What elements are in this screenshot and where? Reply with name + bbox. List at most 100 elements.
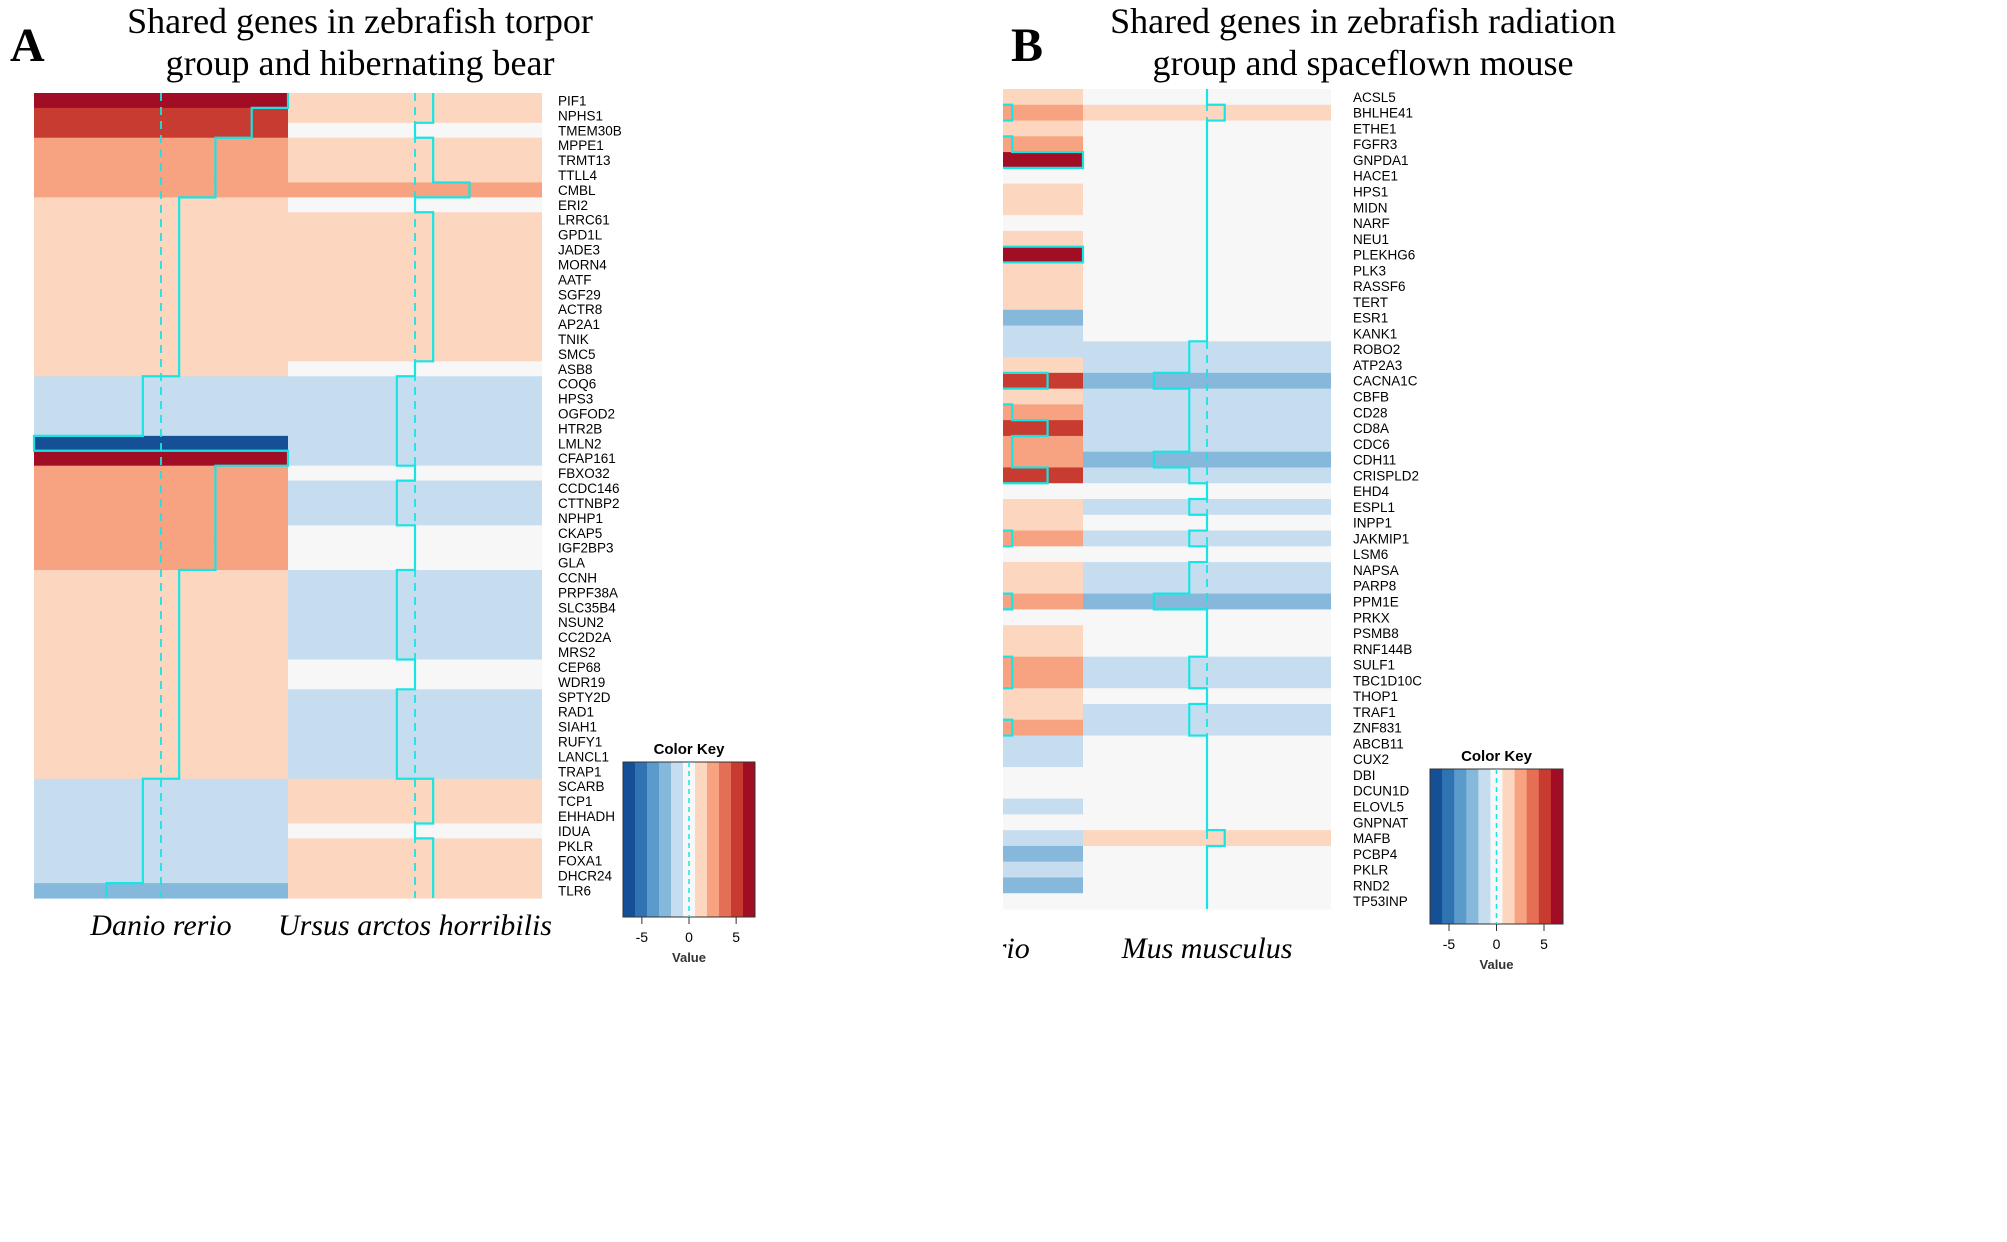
gene-label: JADE3 — [558, 243, 600, 258]
gene-label: HACE1 — [1353, 169, 1398, 184]
gene-label: GNPDA1 — [1353, 153, 1409, 168]
gene-label: CTTNBP2 — [558, 496, 620, 511]
heat-cell — [288, 883, 542, 899]
gene-label: JAKMIP1 — [1353, 531, 1409, 546]
heatmap-b: ACSL5BHLHE41ETHE1FGFR3GNPDA1HACE1HPS1MID… — [1003, 89, 1564, 972]
gene-label: ATP2A3 — [1353, 358, 1402, 373]
color-key-swatch — [1502, 769, 1516, 924]
heat-cell — [34, 570, 288, 586]
gene-label: INPP1 — [1353, 516, 1392, 531]
heat-cell — [1083, 467, 1331, 484]
heat-cell — [1003, 751, 1083, 768]
gene-label: BHLHE41 — [1353, 106, 1413, 121]
color-key-swatch — [719, 762, 732, 917]
panel-a-title-line2: group and hibernating bear — [165, 43, 555, 83]
gene-label: CMBL — [558, 183, 596, 198]
gene-label: SIAH1 — [558, 720, 597, 735]
heat-cell — [1003, 704, 1083, 721]
gene-label: ACSL5 — [1353, 90, 1396, 105]
heat-cell — [1003, 861, 1083, 879]
heat-cell — [1003, 435, 1083, 453]
gene-label: ETHE1 — [1353, 121, 1397, 136]
color-key-swatch — [1430, 769, 1443, 924]
gene-label: RND2 — [1353, 878, 1390, 893]
heat-cell — [1003, 246, 1083, 264]
gene-label: CD8A — [1353, 421, 1389, 436]
heat-cell — [1003, 309, 1083, 327]
gene-label: PCBP4 — [1353, 847, 1398, 862]
gene-label: PSMB8 — [1353, 626, 1399, 641]
heat-cell — [34, 629, 288, 646]
heat-cell — [1003, 798, 1083, 815]
heat-cell — [1083, 357, 1331, 374]
heat-cell — [1083, 593, 1331, 610]
gene-label: PARP8 — [1353, 579, 1396, 594]
gene-label: CCDC146 — [558, 481, 620, 496]
gene-label: CFAP161 — [558, 451, 616, 466]
gene-label: PPM1E — [1353, 595, 1399, 610]
heat-cell — [1003, 625, 1083, 642]
value-trace-line — [395, 93, 471, 898]
panel-a: A Shared genes in zebrafish torpor group… — [0, 0, 1003, 1242]
gene-label: SMC5 — [558, 347, 596, 362]
heat-cell — [34, 167, 288, 184]
gene-label: CRISPLD2 — [1353, 468, 1419, 483]
gene-label: TMEM30B — [558, 123, 622, 138]
heat-cell — [288, 644, 542, 661]
heat-cell — [1083, 719, 1331, 737]
gene-label: SULF1 — [1353, 658, 1395, 673]
heat-cell — [34, 122, 288, 139]
value-trace-line — [1152, 89, 1226, 909]
heat-cell — [1003, 341, 1083, 358]
gene-label: MRS2 — [558, 645, 596, 660]
heat-cell — [34, 420, 288, 437]
color-key-swatch — [659, 762, 672, 917]
gene-label: CC2D2A — [558, 630, 611, 645]
gene-label: EHHADH — [558, 809, 615, 824]
color-key-tick-label: 0 — [685, 929, 693, 945]
heat-cell — [1083, 104, 1331, 122]
gene-label: CUX2 — [1353, 752, 1389, 767]
heat-cell — [1003, 230, 1083, 248]
panel-label-a: A — [10, 19, 45, 72]
gene-label: FGFR3 — [1353, 137, 1397, 152]
gene-label: NEU1 — [1353, 232, 1389, 247]
heat-cell — [1003, 814, 1083, 831]
gene-label: SLC35B4 — [558, 600, 616, 615]
gene-label: ABCB11 — [1353, 736, 1404, 751]
color-key-swatch — [683, 762, 696, 917]
heat-cell — [1003, 609, 1083, 626]
gene-label: TERT — [1353, 295, 1388, 310]
heat-cell — [288, 614, 542, 631]
color-key-xlabel: Value — [672, 950, 706, 965]
heat-cell — [288, 406, 542, 422]
panel-b-title-line2: group and spaceflown mouse — [1152, 43, 1574, 83]
gene-label: CDC6 — [1353, 437, 1390, 452]
gene-label: TP53INP — [1353, 894, 1408, 909]
gene-label: ZNF831 — [1353, 721, 1402, 736]
gene-label: ACTR8 — [558, 302, 602, 317]
heat-cell — [34, 838, 288, 854]
heat-cell — [1003, 546, 1083, 563]
gene-label: HPS3 — [558, 392, 593, 407]
heat-cell — [1003, 199, 1083, 216]
heat-cell — [1003, 136, 1083, 153]
heat-cell — [1003, 735, 1083, 752]
gene-label: TRAP1 — [558, 764, 602, 779]
gene-label: GLA — [558, 556, 585, 571]
gene-label: NARF — [1353, 216, 1390, 231]
heat-cell — [1003, 104, 1083, 122]
gene-label: RUFY1 — [558, 734, 602, 749]
heat-cell — [288, 107, 542, 124]
color-key-swatch — [623, 762, 636, 917]
gene-label: MIDN — [1353, 200, 1388, 215]
gene-label: GNPNAT — [1353, 815, 1408, 830]
value-trace-line — [32, 93, 290, 898]
gene-label: COQ6 — [558, 377, 596, 392]
heat-cell — [1003, 530, 1083, 547]
color-key-swatch — [1442, 769, 1455, 924]
heat-cell — [1003, 514, 1083, 532]
gene-label: CACNA1C — [1353, 374, 1418, 389]
heat-cell — [288, 838, 542, 854]
